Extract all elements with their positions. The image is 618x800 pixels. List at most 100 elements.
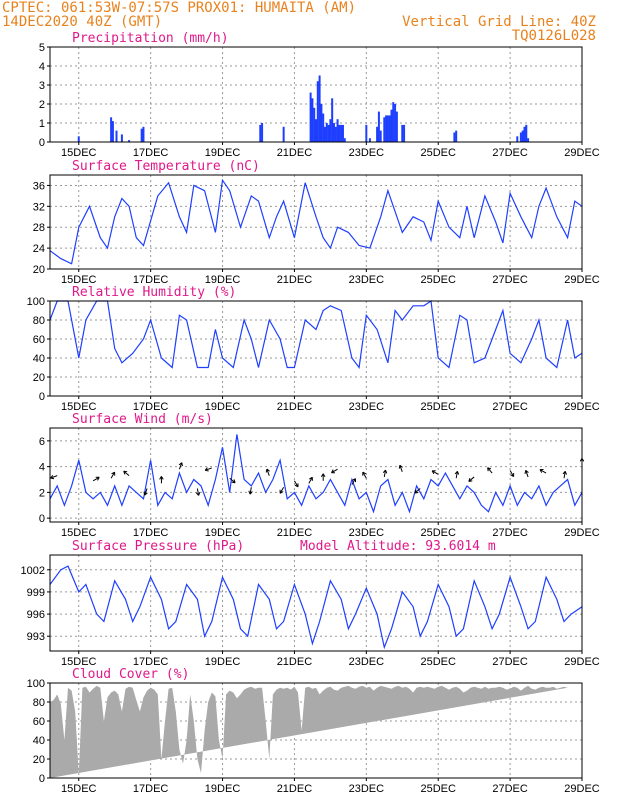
- x-tick-label: 25DEC: [420, 783, 456, 795]
- precip-bar: [401, 124, 404, 142]
- x-tick-label: 15DEC: [61, 401, 97, 413]
- wind-arrow: [265, 468, 270, 476]
- precip-bar: [527, 138, 530, 142]
- x-tick-label: 25DEC: [420, 527, 456, 539]
- precip-bar: [77, 136, 80, 142]
- precip-bar: [111, 121, 114, 142]
- wind-arrow: [92, 476, 100, 482]
- x-tick-label: 29DEC: [564, 401, 600, 413]
- y-tick-label: 28: [33, 222, 45, 234]
- x-tick-label: 17DEC: [133, 274, 169, 286]
- x-tick-label: 29DEC: [564, 274, 600, 286]
- precip-bar: [390, 109, 393, 142]
- precip-bar: [261, 123, 264, 142]
- x-tick-label: 27DEC: [492, 783, 528, 795]
- precip-bar: [325, 123, 328, 142]
- precip-bar: [309, 92, 312, 142]
- x-tick-label: 21DEC: [277, 274, 313, 286]
- x-tick-label: 15DEC: [61, 656, 97, 668]
- x-tick-label: 21DEC: [277, 401, 313, 413]
- x-tick-label: 27DEC: [492, 274, 528, 286]
- y-tick-label: 3: [39, 80, 45, 92]
- x-tick-label: 23DEC: [349, 274, 385, 286]
- wind-arrow: [204, 467, 212, 472]
- wind-arrow: [351, 478, 357, 485]
- precip-bar: [368, 138, 371, 142]
- pres-series-line: [49, 565, 583, 650]
- precip-bar: [110, 117, 113, 142]
- wind-arrow: [562, 470, 567, 479]
- y-tick-label: 60: [33, 716, 45, 728]
- header-station-line: CPTEC: 061:53W-07:57S PROX01: HUMAITA (A…: [2, 0, 356, 16]
- y-tick-label: 4: [39, 61, 45, 73]
- y-tick-label: 4: [39, 462, 45, 474]
- panel-precip: 0 1 2 3 4 5 15DEC 17DEC 19DEC 21DEC 23DEC 25DEC 27DE…: [39, 31, 600, 159]
- wind-arrow: [539, 469, 547, 474]
- precip-bar: [338, 124, 341, 142]
- precip-bar: [394, 104, 397, 142]
- y-tick-label: 0: [39, 513, 45, 525]
- y-tick-label: 996: [27, 609, 45, 621]
- precip-bar: [523, 126, 526, 142]
- precip-bar: [340, 124, 343, 142]
- panel-title: Surface Temperature (nC): [72, 159, 260, 174]
- panel-frame: [49, 682, 583, 779]
- x-tick-label: 29DEC: [564, 527, 600, 539]
- y-tick-label: 40: [33, 735, 45, 747]
- precip-bar: [316, 81, 319, 142]
- precip-bar: [313, 107, 316, 142]
- x-tick-label: 19DEC: [205, 783, 241, 795]
- precip-bar: [379, 130, 382, 142]
- precip-bar: [142, 126, 145, 142]
- y-tick-label: 6: [39, 436, 45, 448]
- header-grid-line-label: Vertical Grid Line: 40Z: [402, 14, 596, 30]
- y-tick-label: 24: [33, 243, 45, 255]
- y-tick-label: 36: [33, 180, 45, 192]
- wind-arrow: [468, 476, 475, 482]
- y-tick-label: 2: [39, 99, 45, 111]
- precip-bar: [516, 136, 519, 142]
- panel-title: Precipitation (mm/h): [72, 31, 229, 46]
- precip-bar: [343, 138, 346, 142]
- x-tick-label: 15DEC: [61, 527, 97, 539]
- panel-title: Surface Pressure (hPa): [72, 539, 244, 554]
- wind-arrow: [123, 470, 130, 477]
- precip-bar: [318, 75, 321, 142]
- y-tick-label: 32: [33, 201, 45, 213]
- y-tick-label: 0: [39, 773, 45, 785]
- wind-arrow: [320, 473, 326, 481]
- wind-arrow: [229, 477, 236, 484]
- precip-bar: [322, 113, 325, 142]
- temp-series-line: [49, 178, 583, 265]
- wind-series-line: [49, 434, 583, 514]
- y-tick-label: 80: [33, 697, 45, 709]
- header-model-id: TQ0126L028: [512, 28, 596, 44]
- precip-bar: [392, 102, 395, 142]
- precip-bar: [521, 130, 524, 142]
- x-tick-label: 25DEC: [420, 656, 456, 668]
- wind-arrow: [362, 471, 367, 479]
- y-tick-label: 993: [27, 631, 45, 643]
- chart-panels: 0 1 2 3 4 5 15DEC 17DEC 19DEC 21DEC 23DEC 25DEC 27DE…: [21, 31, 600, 795]
- x-tick-label: 17DEC: [133, 527, 169, 539]
- wind-arrow: [454, 470, 460, 479]
- cloud-cover-area: [50, 685, 568, 778]
- panel-frame: [49, 46, 583, 143]
- y-tick-label: 100: [27, 678, 45, 690]
- x-tick-label: 23DEC: [349, 527, 385, 539]
- x-tick-label: 15DEC: [61, 274, 97, 286]
- y-tick-label: 0: [39, 391, 45, 403]
- precip-bar: [365, 124, 368, 142]
- y-tick-label: 999: [27, 587, 45, 599]
- panel-frame: [49, 554, 583, 652]
- precip-bar: [327, 124, 330, 142]
- x-tick-label: 21DEC: [277, 656, 313, 668]
- precip-bar: [282, 126, 285, 142]
- precip-bar: [320, 104, 323, 142]
- precip-bar: [525, 124, 528, 142]
- x-tick-label: 17DEC: [133, 656, 169, 668]
- y-tick-label: 20: [33, 264, 45, 276]
- precip-bar: [395, 111, 398, 142]
- y-tick-label: 2: [39, 487, 45, 499]
